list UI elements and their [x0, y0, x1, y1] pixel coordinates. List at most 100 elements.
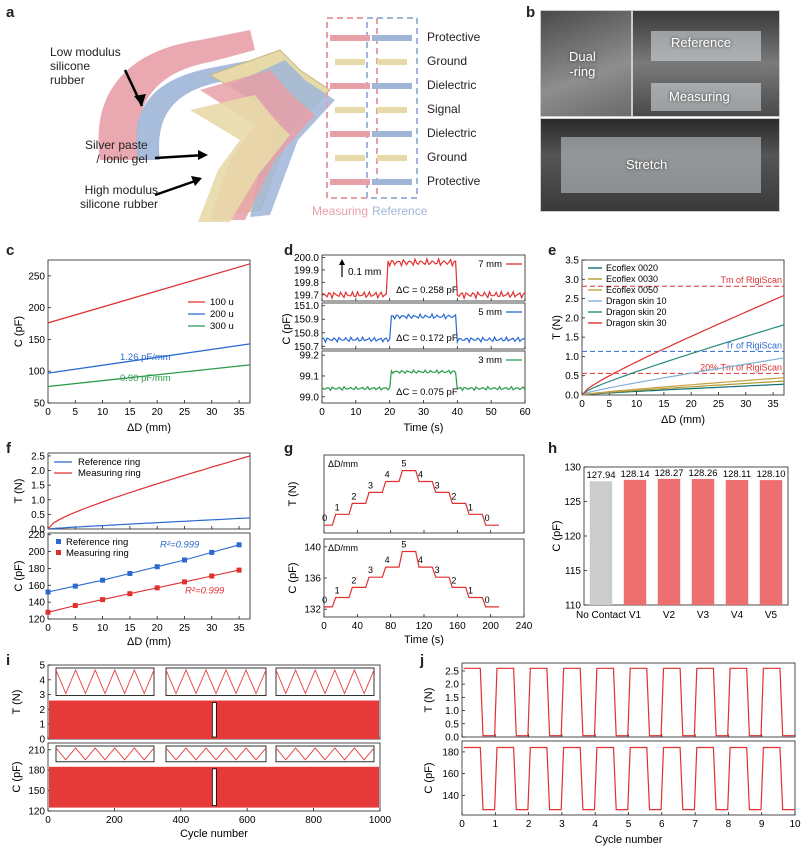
chart-i-top-y-tick-label: 5 [39, 661, 45, 672]
chart-f-data-point [100, 597, 106, 603]
chart-e-x-tick-label: 10 [631, 399, 643, 410]
chart-f-top-y-tick-label: 1.5 [31, 481, 45, 492]
chart-h-y-tick-label: 130 [564, 463, 581, 474]
chart-c: 0 5 10 15 20 25 30 35 50 100 150 200 250 ΔD (mm) C (pF… [13, 259, 251, 434]
chart-h: 110 115 120 125 130 C (pF) 127.94 No Contact 128… [551, 463, 789, 621]
chart-h-value-label: 128.26 [688, 468, 717, 479]
note-silver-paste: Silver paste / Ionic gel [85, 138, 148, 166]
chart-c-y-tick-label: 100 [28, 367, 45, 378]
chart-c-x-tick-label: 10 [97, 407, 109, 418]
chart-e-series-line [581, 380, 785, 396]
chart-i-bottom-frame [47, 742, 381, 812]
chart-f-data-point [45, 589, 51, 595]
chart-c-x-tick-label: 30 [206, 407, 218, 418]
chart-d-delta-label: ΔC = 0.172 pF [396, 333, 458, 344]
chart-f-data-point [127, 570, 133, 576]
chart-f-tension-line [47, 455, 251, 530]
chart-e-x-tick-label: 5 [607, 399, 613, 410]
chart-f-fit-line [47, 569, 240, 613]
chart-d-x-tick-label: 0 [319, 407, 325, 418]
chart-e-series-line [581, 383, 785, 396]
chart-f-bottom-x-tick-label: 30 [206, 623, 218, 634]
chart-j-bottom-x-tick-label: 1 [493, 819, 499, 830]
chart-e: 0 5 10 15 20 25 30 35 0.0 0.5 1.0 1.5 2.0 2.5 3.0 3.5 ΔD… [551, 256, 785, 426]
chart-h-category-label: V5 [765, 610, 778, 621]
reference-photo-label: Reference [671, 35, 731, 50]
chart-h-y-tick-label: 110 [565, 601, 581, 612]
chart-g-bottom-x-tick-label: 80 [385, 621, 397, 632]
chart-f-top-legend-label: Reference ring [78, 457, 140, 468]
chart-g-top-ylabel: T (N) [287, 482, 299, 507]
chart-h-bar [725, 480, 749, 605]
chart-f-data-point [181, 557, 187, 563]
layer-label-1: Protective [427, 30, 481, 44]
chart-f-data-point [236, 542, 242, 548]
chart-g-bottom-step-label: 4 [418, 555, 423, 565]
chart-i-top-y-tick-label: 4 [39, 675, 45, 686]
panel-label-i: i [6, 652, 11, 669]
chart-e-y-tick-label: 2.5 [565, 294, 579, 305]
chart-f-bottom-x-tick-label: 10 [97, 623, 109, 634]
chart-j-bottom-x-tick-label: 2 [526, 819, 532, 830]
chart-g-xlabel: Time (s) [404, 634, 444, 646]
chart-e-legend-label: Dragon skin 20 [606, 307, 667, 317]
chart-f-top-ylabel: T (N) [13, 479, 25, 504]
layer-bars [330, 35, 412, 185]
chart-e-legend-label: Ecoflex 0030 [606, 274, 658, 284]
chart-i-top-inset [55, 667, 155, 696]
chart-e-ylabel: T (N) [551, 315, 563, 340]
note-high-modulus: High modulus silicone rubber [80, 183, 159, 211]
chart-i-bottom-inset [275, 745, 375, 763]
chart-e-rigiscan-label: Tm of RigiScan [720, 275, 782, 285]
chart-c-x-tick-label: 20 [152, 407, 164, 418]
chart-g-bottom-x-tick-label: 120 [416, 621, 433, 632]
chart-f-data-point [154, 585, 160, 591]
chart-i-bottom-ylabel: C (pF) [11, 761, 23, 792]
panel-label-b: b [526, 4, 536, 21]
chart-f-bottom-y-tick-label: 120 [28, 615, 45, 626]
chart-d-y-tick-label: 150.9 [294, 315, 319, 326]
chart-e-x-tick-label: 30 [740, 399, 752, 410]
chart-h-value-label: 128.14 [620, 469, 649, 480]
chart-f-data-point [154, 564, 160, 570]
chart-h-bar [623, 479, 647, 605]
chart-h-category-label: V2 [663, 610, 676, 621]
chart-g-top-step-label: 0 [485, 513, 490, 523]
chart-i-bottom-x-tick-label: 600 [239, 815, 256, 826]
chart-g-top-step-label: 2 [351, 491, 356, 501]
chart-f-data-point [209, 573, 215, 579]
chart-e-series-line [581, 377, 785, 396]
chart-f-bottom-x-tick-label: 15 [124, 623, 136, 634]
chart-h-y-tick-label: 115 [565, 566, 581, 577]
chart-j-top-y-tick-label: 1.0 [445, 706, 459, 717]
chart-j-top-ylabel: T (N) [423, 688, 435, 713]
chart-g-bottom-step-label: 0 [485, 595, 490, 605]
chart-i-bottom-inset-trace [55, 747, 155, 761]
chart-g-bottom-y-tick-label: 132 [304, 605, 321, 616]
chart-f-tension-line [47, 517, 251, 530]
chart-g-tension-steps [324, 470, 499, 526]
chart-d-y-tick-label: 151.0 [294, 301, 319, 312]
chart-j-bottom-x-tick-label: 8 [726, 819, 732, 830]
chart-e-rigiscan-label: Tr of RigiScan [725, 340, 782, 350]
layer-label-6: Ground [427, 150, 468, 164]
chart-g-top-step-label: 2 [451, 491, 456, 501]
arrow-silver-paste [154, 153, 206, 160]
chart-c-xlabel: ΔD (mm) [127, 422, 171, 434]
chart-c-legend-label: 100 u [210, 297, 234, 308]
chart-f-r2-label: R²=0.999 [185, 586, 225, 597]
chart-d-y-tick-label: 99.2 [300, 351, 320, 362]
chart-d-xlabel: Time (s) [404, 422, 444, 434]
layer-label-2: Ground [427, 54, 468, 68]
chart-g-bottom-step-label: 3 [435, 565, 440, 575]
chart-g-top-step-label: 3 [368, 480, 373, 490]
chart-j-bottom-y-tick-label: 160 [442, 769, 459, 780]
panel-label-e: e [548, 242, 557, 259]
chart-c-series-line [47, 263, 251, 324]
chart-i-top-y-tick-label: 3 [39, 690, 45, 701]
panel-label-c: c [6, 242, 15, 259]
chart-h-value-label: 127.94 [586, 470, 615, 481]
chart-j-top-trace [463, 667, 795, 737]
chart-g-bottom-x-tick-label: 200 [482, 621, 499, 632]
